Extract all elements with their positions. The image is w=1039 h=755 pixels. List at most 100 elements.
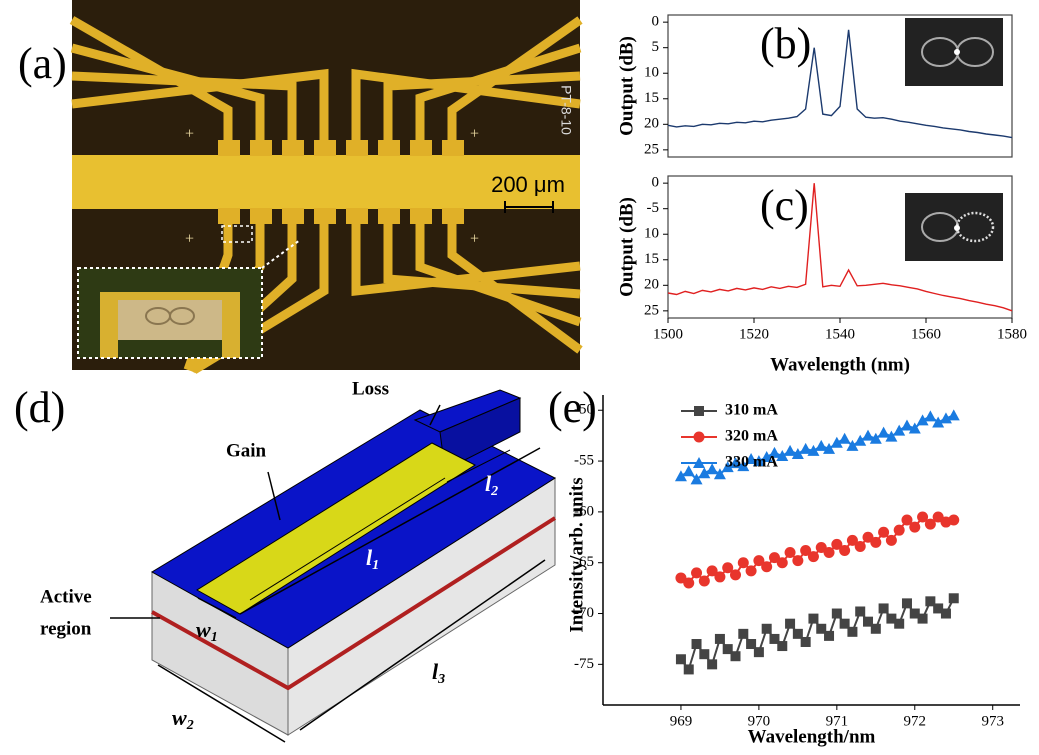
marker <box>699 649 710 660</box>
marker <box>863 616 874 627</box>
marker <box>737 557 749 569</box>
marker <box>908 422 921 434</box>
marker <box>753 647 764 658</box>
marker <box>869 432 882 444</box>
active-region-label: region <box>40 618 92 639</box>
electrode-line <box>69 16 233 145</box>
marker <box>807 444 820 456</box>
marker <box>939 412 952 424</box>
marker <box>722 562 734 574</box>
marker <box>823 442 836 454</box>
marker <box>947 409 960 421</box>
alignment-mark: + <box>470 126 479 143</box>
alignment-mark: + <box>185 126 194 143</box>
electrode-line <box>351 218 581 297</box>
marker <box>823 547 835 559</box>
marker <box>948 514 960 526</box>
micrograph-inset <box>77 225 301 359</box>
marker <box>698 467 711 479</box>
x-tick-label: 1500 <box>653 326 683 342</box>
x-tick-label: 973 <box>981 713 1004 729</box>
panel-label: (a) <box>18 39 67 88</box>
marker <box>885 534 897 546</box>
marker <box>846 534 858 546</box>
marker <box>940 608 951 619</box>
series-line <box>667 29 1013 139</box>
electrode-line <box>383 218 581 299</box>
marker <box>800 545 812 557</box>
marker <box>792 555 804 567</box>
marker <box>753 555 765 567</box>
marker <box>830 436 843 448</box>
y-tick-label: -65 <box>574 554 594 570</box>
marker <box>932 416 945 428</box>
marker <box>862 429 875 441</box>
electrode-line <box>70 43 265 145</box>
marker <box>917 613 928 624</box>
marker <box>893 424 906 436</box>
gain-label: Gain <box>226 440 267 461</box>
x-tick-label: 971 <box>826 713 849 729</box>
marker <box>932 511 944 523</box>
marker <box>838 432 851 444</box>
y-tick-label: 20 <box>644 277 659 293</box>
y-tick-label: -70 <box>574 605 594 621</box>
marker <box>831 538 843 550</box>
marker <box>854 434 867 446</box>
y-tick-label: 25 <box>644 302 659 318</box>
legend-label: 320 mA <box>725 428 778 445</box>
marker <box>877 426 890 438</box>
electrode-line <box>447 16 583 145</box>
l3-label: l3 <box>432 659 445 687</box>
marker <box>785 618 796 629</box>
series-line <box>667 183 1013 312</box>
legend-marker <box>693 457 705 468</box>
x-tick-label: 1540 <box>825 326 855 342</box>
marker <box>745 565 757 577</box>
marker <box>738 628 749 639</box>
marker <box>862 531 874 543</box>
marker <box>870 536 882 548</box>
y-tick-label: -50 <box>574 402 594 418</box>
marker <box>839 618 850 629</box>
panel-label: (d) <box>14 383 65 432</box>
marker <box>721 461 734 473</box>
marker <box>784 547 796 559</box>
marker <box>815 541 827 553</box>
marker <box>714 633 725 644</box>
marker <box>900 419 913 431</box>
marker <box>855 606 866 617</box>
electrode-line <box>71 68 329 145</box>
marker <box>690 473 703 485</box>
y-tick-label: 0 <box>652 175 660 191</box>
l1-label: l1 <box>366 545 379 573</box>
y-tick-label: 5 <box>652 39 660 55</box>
marker <box>707 659 718 670</box>
chip-id: PT-8-10 <box>558 85 574 135</box>
w1-label: w1 <box>196 617 218 645</box>
y-tick-label: 10 <box>644 65 659 81</box>
marker <box>847 626 858 637</box>
marker <box>776 449 789 461</box>
marker <box>675 572 687 584</box>
marker <box>917 511 929 523</box>
marker <box>916 414 929 426</box>
marker <box>691 567 703 579</box>
marker <box>776 557 788 569</box>
legend-marker <box>694 406 704 416</box>
marker <box>808 613 819 624</box>
alignment-mark: + <box>185 231 194 248</box>
marker <box>886 613 897 624</box>
marker <box>901 514 913 526</box>
y-tick-label: 20 <box>644 116 659 132</box>
marker <box>800 636 811 647</box>
panel-label: (b) <box>760 19 811 68</box>
marker <box>698 575 710 587</box>
marker <box>824 630 835 641</box>
x-tick-label: 970 <box>748 713 771 729</box>
electrode-line <box>71 71 297 145</box>
marker <box>777 641 788 652</box>
marker <box>746 639 757 650</box>
marker <box>925 596 936 607</box>
x-tick-label: 972 <box>904 713 927 729</box>
